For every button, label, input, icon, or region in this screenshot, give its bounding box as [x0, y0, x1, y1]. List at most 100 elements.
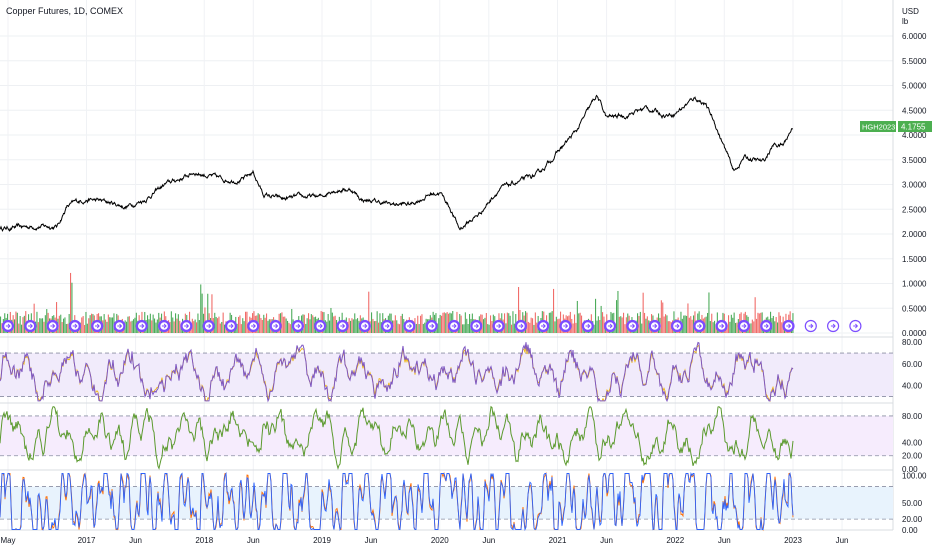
volume-bar — [148, 319, 150, 333]
volume-bar — [593, 324, 595, 333]
contract-roll-marker[interactable] — [46, 319, 59, 333]
marker-arrow-icon — [585, 323, 591, 329]
contract-roll-marker[interactable] — [693, 319, 706, 333]
marker-arrow-icon — [295, 323, 301, 329]
contract-roll-marker[interactable] — [180, 319, 193, 333]
volume-bar — [154, 318, 156, 333]
volume-bar — [575, 322, 577, 333]
volume-bar — [176, 318, 178, 333]
contract-roll-marker[interactable] — [537, 319, 550, 333]
contract-roll-marker[interactable] — [603, 319, 617, 333]
volume-bar — [350, 320, 352, 333]
contract-roll-marker[interactable] — [470, 319, 483, 333]
volume-bar — [68, 314, 70, 333]
volume-bar — [555, 316, 557, 333]
contract-roll-marker[interactable] — [158, 319, 171, 333]
volume-bar — [758, 313, 760, 333]
contract-roll-marker[interactable] — [403, 319, 416, 333]
volume-bar — [618, 316, 620, 333]
volume-bar — [571, 318, 573, 333]
volume-bar — [714, 320, 716, 333]
contract-roll-marker[interactable] — [670, 319, 684, 333]
volume-bar — [0, 316, 2, 333]
volume-bar — [779, 315, 781, 333]
contract-roll-marker[interactable] — [782, 319, 795, 333]
contract-roll-marker[interactable] — [648, 319, 661, 333]
contract-roll-marker[interactable] — [581, 319, 594, 333]
time-axis: May 2017 Jun 2018 Jun 2019 Jun 2020 Jun 2021 Jun 20… — [0, 536, 848, 545]
contract-roll-marker[interactable] — [559, 319, 572, 333]
volume-bar — [289, 324, 291, 333]
contract-roll-marker[interactable] — [425, 319, 438, 333]
volume-bar — [221, 321, 223, 333]
volume-bar — [152, 314, 154, 333]
indicator-tick-label: 0.00 — [902, 526, 918, 535]
volume-bar — [179, 320, 181, 333]
volume-bar — [638, 315, 640, 333]
contract-roll-marker[interactable] — [202, 319, 215, 333]
volume-bar — [445, 313, 447, 333]
contract-roll-marker[interactable] — [291, 319, 304, 333]
time-tick-label: 2022 — [666, 536, 684, 545]
contract-roll-marker[interactable] — [804, 319, 817, 333]
contract-roll-marker[interactable] — [447, 319, 461, 333]
volume-bar — [518, 287, 520, 333]
contract-roll-marker[interactable] — [514, 319, 528, 333]
volume-bar — [282, 316, 284, 333]
contract-roll-marker[interactable] — [760, 319, 773, 333]
event-markers[interactable] — [1, 319, 862, 333]
contract-roll-marker[interactable] — [381, 319, 394, 333]
contract-roll-marker[interactable] — [849, 319, 862, 333]
volume-bar — [639, 311, 641, 333]
price-tick-label: 2.0000 — [902, 230, 927, 239]
price-axis: USD lb 6.0000 5.5000 5.0000 4.5000 4.0000 3.5… — [902, 7, 927, 535]
chart-title: Copper Futures, 1D, COMEX — [6, 6, 124, 16]
volume-bar — [663, 316, 665, 333]
volume-bar — [550, 312, 552, 333]
volume-bar — [443, 312, 445, 333]
volume-bar — [621, 317, 623, 333]
contract-roll-marker[interactable] — [224, 319, 238, 333]
volume-bar — [558, 318, 560, 333]
volume-bar — [732, 317, 734, 333]
contract-roll-marker[interactable] — [358, 319, 371, 333]
contract-roll-marker[interactable] — [247, 319, 260, 333]
marker-arrow-icon — [474, 323, 479, 329]
volume-bar — [39, 318, 41, 333]
contract-roll-marker[interactable] — [91, 319, 104, 333]
contract-roll-marker[interactable] — [737, 319, 751, 333]
volume-bar — [420, 315, 422, 333]
contract-roll-marker[interactable] — [314, 319, 327, 333]
contract-roll-marker[interactable] — [626, 319, 639, 333]
marker-arrow-icon — [630, 323, 636, 329]
contract-roll-marker[interactable] — [269, 319, 282, 333]
volume-bar — [67, 323, 69, 333]
volume-bar — [23, 315, 25, 333]
volume-bar — [239, 315, 241, 333]
volume-bar — [777, 322, 779, 333]
contract-roll-marker[interactable] — [1, 319, 15, 333]
contract-roll-marker[interactable] — [826, 319, 840, 333]
contract-roll-marker[interactable] — [336, 319, 349, 333]
contract-roll-marker[interactable] — [715, 319, 728, 333]
contract-roll-marker[interactable] — [68, 319, 82, 333]
contract-roll-marker[interactable] — [492, 319, 505, 333]
contract-roll-marker[interactable] — [113, 319, 126, 333]
volume-bar — [686, 315, 688, 333]
contract-roll-marker[interactable] — [24, 319, 37, 333]
volume-bar — [371, 312, 373, 333]
volume-bar — [291, 308, 293, 333]
volume-bar — [733, 312, 735, 333]
contract-roll-marker[interactable] — [135, 319, 148, 333]
volume-bar — [71, 282, 73, 333]
marker-arrow-icon — [607, 323, 613, 329]
price-tag-bg — [898, 121, 932, 132]
volume-bar — [753, 321, 755, 333]
volume-bar — [243, 321, 245, 333]
volume-bar — [441, 315, 443, 333]
time-tick-label: 2021 — [549, 536, 567, 545]
volume-bar — [750, 323, 752, 333]
volume-bar — [373, 321, 375, 333]
